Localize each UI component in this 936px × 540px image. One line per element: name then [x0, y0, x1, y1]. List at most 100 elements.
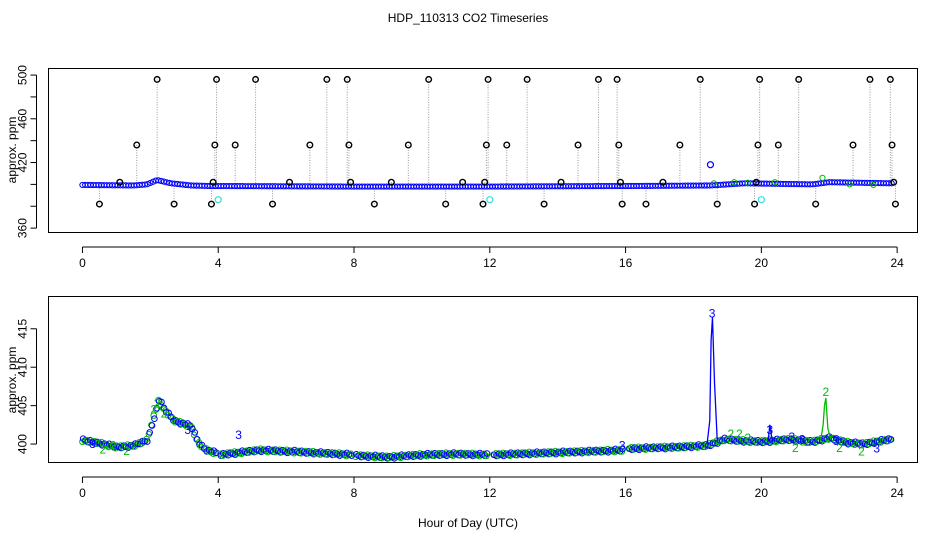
bottom-green-spike [820, 397, 832, 440]
bottom-green-label: 2 [150, 402, 157, 416]
bottom-green-point [183, 423, 191, 430]
bottom-x-tick-label: 4 [215, 486, 222, 500]
bottom-blue-point [134, 440, 142, 448]
top-calibration-point [269, 200, 277, 208]
bottom-blue-point [887, 436, 895, 443]
bottom-green-label: 2 [858, 445, 865, 459]
top-calibration-point [481, 178, 489, 186]
top-calibration-point [615, 141, 623, 149]
top-calibration-point [557, 178, 565, 186]
top-y-axis: 360 420 460 500 [16, 65, 37, 238]
top-calibration-point [751, 200, 759, 208]
bottom-y-tick-label: 415 [16, 318, 30, 338]
bottom-green-label: 2 [99, 442, 106, 456]
top-x-axis: 0 4 8 12 16 20 24 [79, 246, 904, 270]
top-green-point [819, 174, 826, 181]
top-baseline-point [158, 177, 165, 185]
bottom-green-point [150, 412, 158, 419]
bottom-green-label: 2 [727, 427, 734, 441]
top-calibration-point [886, 75, 894, 83]
bottom-green-label: 2 [123, 444, 130, 458]
bottom-green-label: 2 [161, 406, 168, 420]
bottom-x-tick-label: 8 [351, 486, 358, 500]
top-calibration-point [387, 178, 395, 186]
bottom-y-axis: 400 405 410 415 [16, 318, 37, 454]
top-calibration-point [252, 75, 260, 83]
top-calibration-point [286, 178, 294, 186]
bottom-x-tick-label: 20 [755, 486, 769, 500]
top-x-tick-label: 4 [215, 256, 222, 270]
top-calibration-point [696, 75, 704, 83]
top-blue-outlier [706, 161, 715, 169]
bottom-green-label: 2 [823, 385, 830, 399]
top-calibration-point [133, 141, 141, 149]
bottom-blue-label: 3 [184, 423, 191, 437]
top-calibration-point [306, 141, 314, 149]
bottom-x-axis: 0 4 8 12 16 20 24 [79, 476, 904, 500]
bottom-blue-label: 3 [89, 437, 96, 451]
top-green-point [710, 180, 717, 187]
bottom-blue-point [619, 445, 626, 453]
top-calibration-point [659, 178, 667, 186]
top-y-tick-label: 420 [16, 152, 30, 172]
top-calibration-point [890, 178, 898, 186]
bottom-blue-spike [706, 317, 718, 445]
top-calibration-point [170, 200, 178, 208]
x-axis-title: Hour of Day (UTC) [418, 516, 518, 530]
bottom-x-tick-label: 24 [890, 486, 904, 500]
top-calibration-point [479, 200, 487, 208]
top-y-tick-label: 360 [16, 218, 30, 238]
bottom-blue-point [143, 438, 151, 445]
top-panel: 0 4 8 12 16 20 24 360 420 460 500 approx. ppm [5, 65, 918, 270]
top-calibration-points [95, 75, 899, 208]
top-calibration-point [345, 141, 353, 149]
top-cyan-point [757, 196, 765, 204]
bottom-green-label: 2 [110, 439, 117, 453]
top-x-tick-label: 24 [890, 256, 904, 270]
bottom-green-label: 2 [744, 431, 751, 445]
bottom-blue-spike [767, 424, 774, 442]
bottom-blue-label: 3 [619, 439, 626, 453]
top-baseline-point [155, 177, 162, 184]
top-calibration-point [343, 75, 351, 83]
top-y-axis-label: approx. ppm [5, 117, 19, 184]
bottom-x-tick-label: 0 [79, 486, 86, 500]
top-calibration-point [523, 75, 531, 83]
bottom-green-label: 2 [736, 427, 743, 441]
top-calibration-point [540, 200, 548, 208]
top-calibration-point [616, 178, 624, 186]
top-calibration-point [752, 178, 760, 186]
bottom-blue-point [196, 441, 203, 449]
top-green-point [870, 181, 877, 189]
top-calibration-point [347, 178, 355, 186]
top-y-tick-label: 460 [16, 108, 30, 128]
top-x-tick-label: 8 [351, 256, 358, 270]
bottom-blue-point [153, 404, 161, 412]
top-calibration-point [370, 200, 378, 208]
top-extra-points [214, 161, 765, 204]
top-calibration-point [642, 200, 650, 208]
bottom-green-point [148, 421, 155, 429]
top-calibration-point [503, 141, 511, 149]
top-baseline-point [141, 181, 149, 188]
top-baseline-point [160, 178, 168, 185]
top-calibration-point [594, 75, 602, 83]
bottom-blue-point [158, 398, 165, 406]
top-calibration-point [459, 178, 467, 186]
top-green-point [846, 181, 853, 188]
bottom-y-tick-label: 400 [16, 434, 30, 454]
top-calibration-point [323, 75, 331, 83]
bottom-blue-point [348, 452, 355, 459]
bottom-blue-label: 3 [789, 430, 796, 444]
top-calibration-point [713, 200, 721, 208]
bottom-blue-point [148, 422, 156, 429]
bottom-blue-label: 3 [235, 428, 242, 442]
top-calibration-point [866, 75, 874, 83]
top-calibration-point [812, 200, 820, 208]
top-calibration-point [207, 200, 215, 208]
bottom-plot-frame [48, 296, 918, 463]
bottom-x-tick-label: 12 [483, 486, 497, 500]
